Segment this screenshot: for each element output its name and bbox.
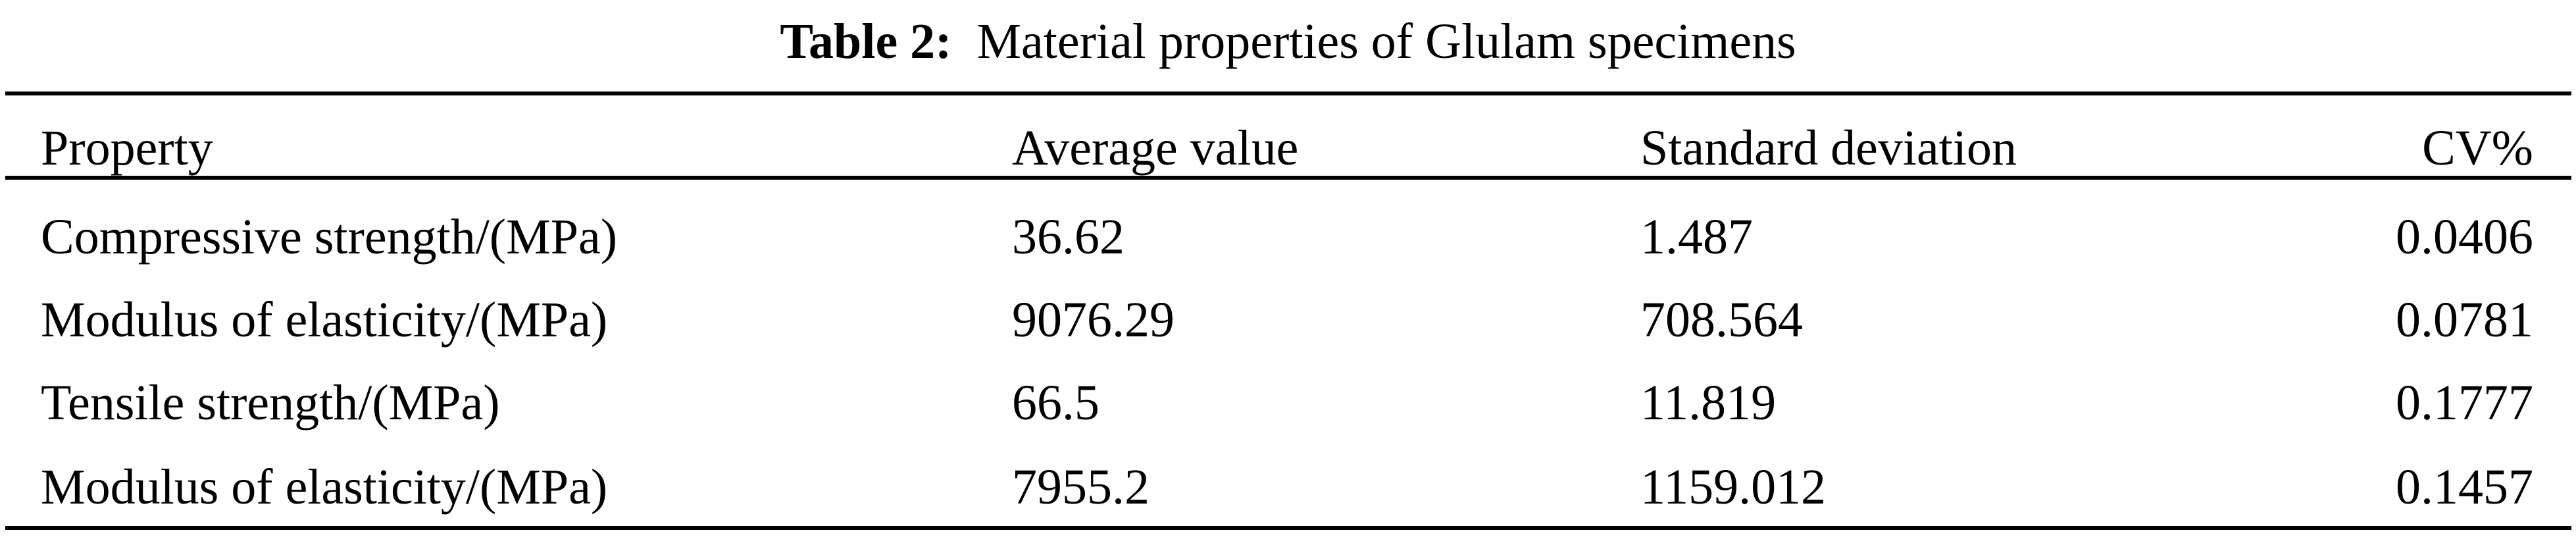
cell-std: 1.487 [1640, 209, 1753, 265]
cell-average: 7955.2 [1012, 459, 1149, 515]
cell-cv: 0.1457 [2396, 459, 2533, 515]
cell-std: 708.564 [1640, 292, 1803, 348]
caption-text: Material properties of Glulam specimens [976, 14, 1796, 69]
top-rule [5, 91, 2571, 95]
caption-label: Table 2: [780, 14, 952, 69]
header-cv: CV% [2422, 120, 2533, 176]
header-property: Property [41, 120, 213, 176]
cell-cv: 0.0406 [2396, 209, 2533, 265]
cell-average: 9076.29 [1012, 292, 1174, 348]
cell-property: Compressive strength/(MPa) [41, 209, 618, 265]
cell-property: Modulus of elasticity/(MPa) [41, 292, 608, 348]
cell-std: 11.819 [1640, 375, 1777, 430]
header-row: Property Average value Standard deviatio… [0, 112, 2576, 184]
cell-average: 36.62 [1012, 209, 1124, 265]
bottom-rule [5, 526, 2571, 530]
cell-property: Tensile strength/(MPa) [41, 375, 500, 430]
header-average: Average value [1012, 120, 1299, 176]
table-row: Compressive strength/(MPa) 36.62 1.487 0… [0, 201, 2576, 273]
cell-property: Modulus of elasticity/(MPa) [41, 459, 608, 515]
cell-cv: 0.0781 [2396, 292, 2533, 348]
table-caption: Table 2: Material properties of Glulam s… [0, 5, 2576, 78]
cell-std: 1159.012 [1640, 459, 1827, 515]
header-rule [5, 176, 2571, 180]
table-row: Modulus of elasticity/(MPa) 7955.2 1159.… [0, 451, 2576, 523]
table-row: Tensile strength/(MPa) 66.5 11.819 0.177… [0, 367, 2576, 439]
header-std: Standard deviation [1640, 120, 2017, 176]
cell-cv: 0.1777 [2396, 375, 2533, 430]
table-row: Modulus of elasticity/(MPa) 9076.29 708.… [0, 284, 2576, 356]
cell-average: 66.5 [1012, 375, 1099, 430]
